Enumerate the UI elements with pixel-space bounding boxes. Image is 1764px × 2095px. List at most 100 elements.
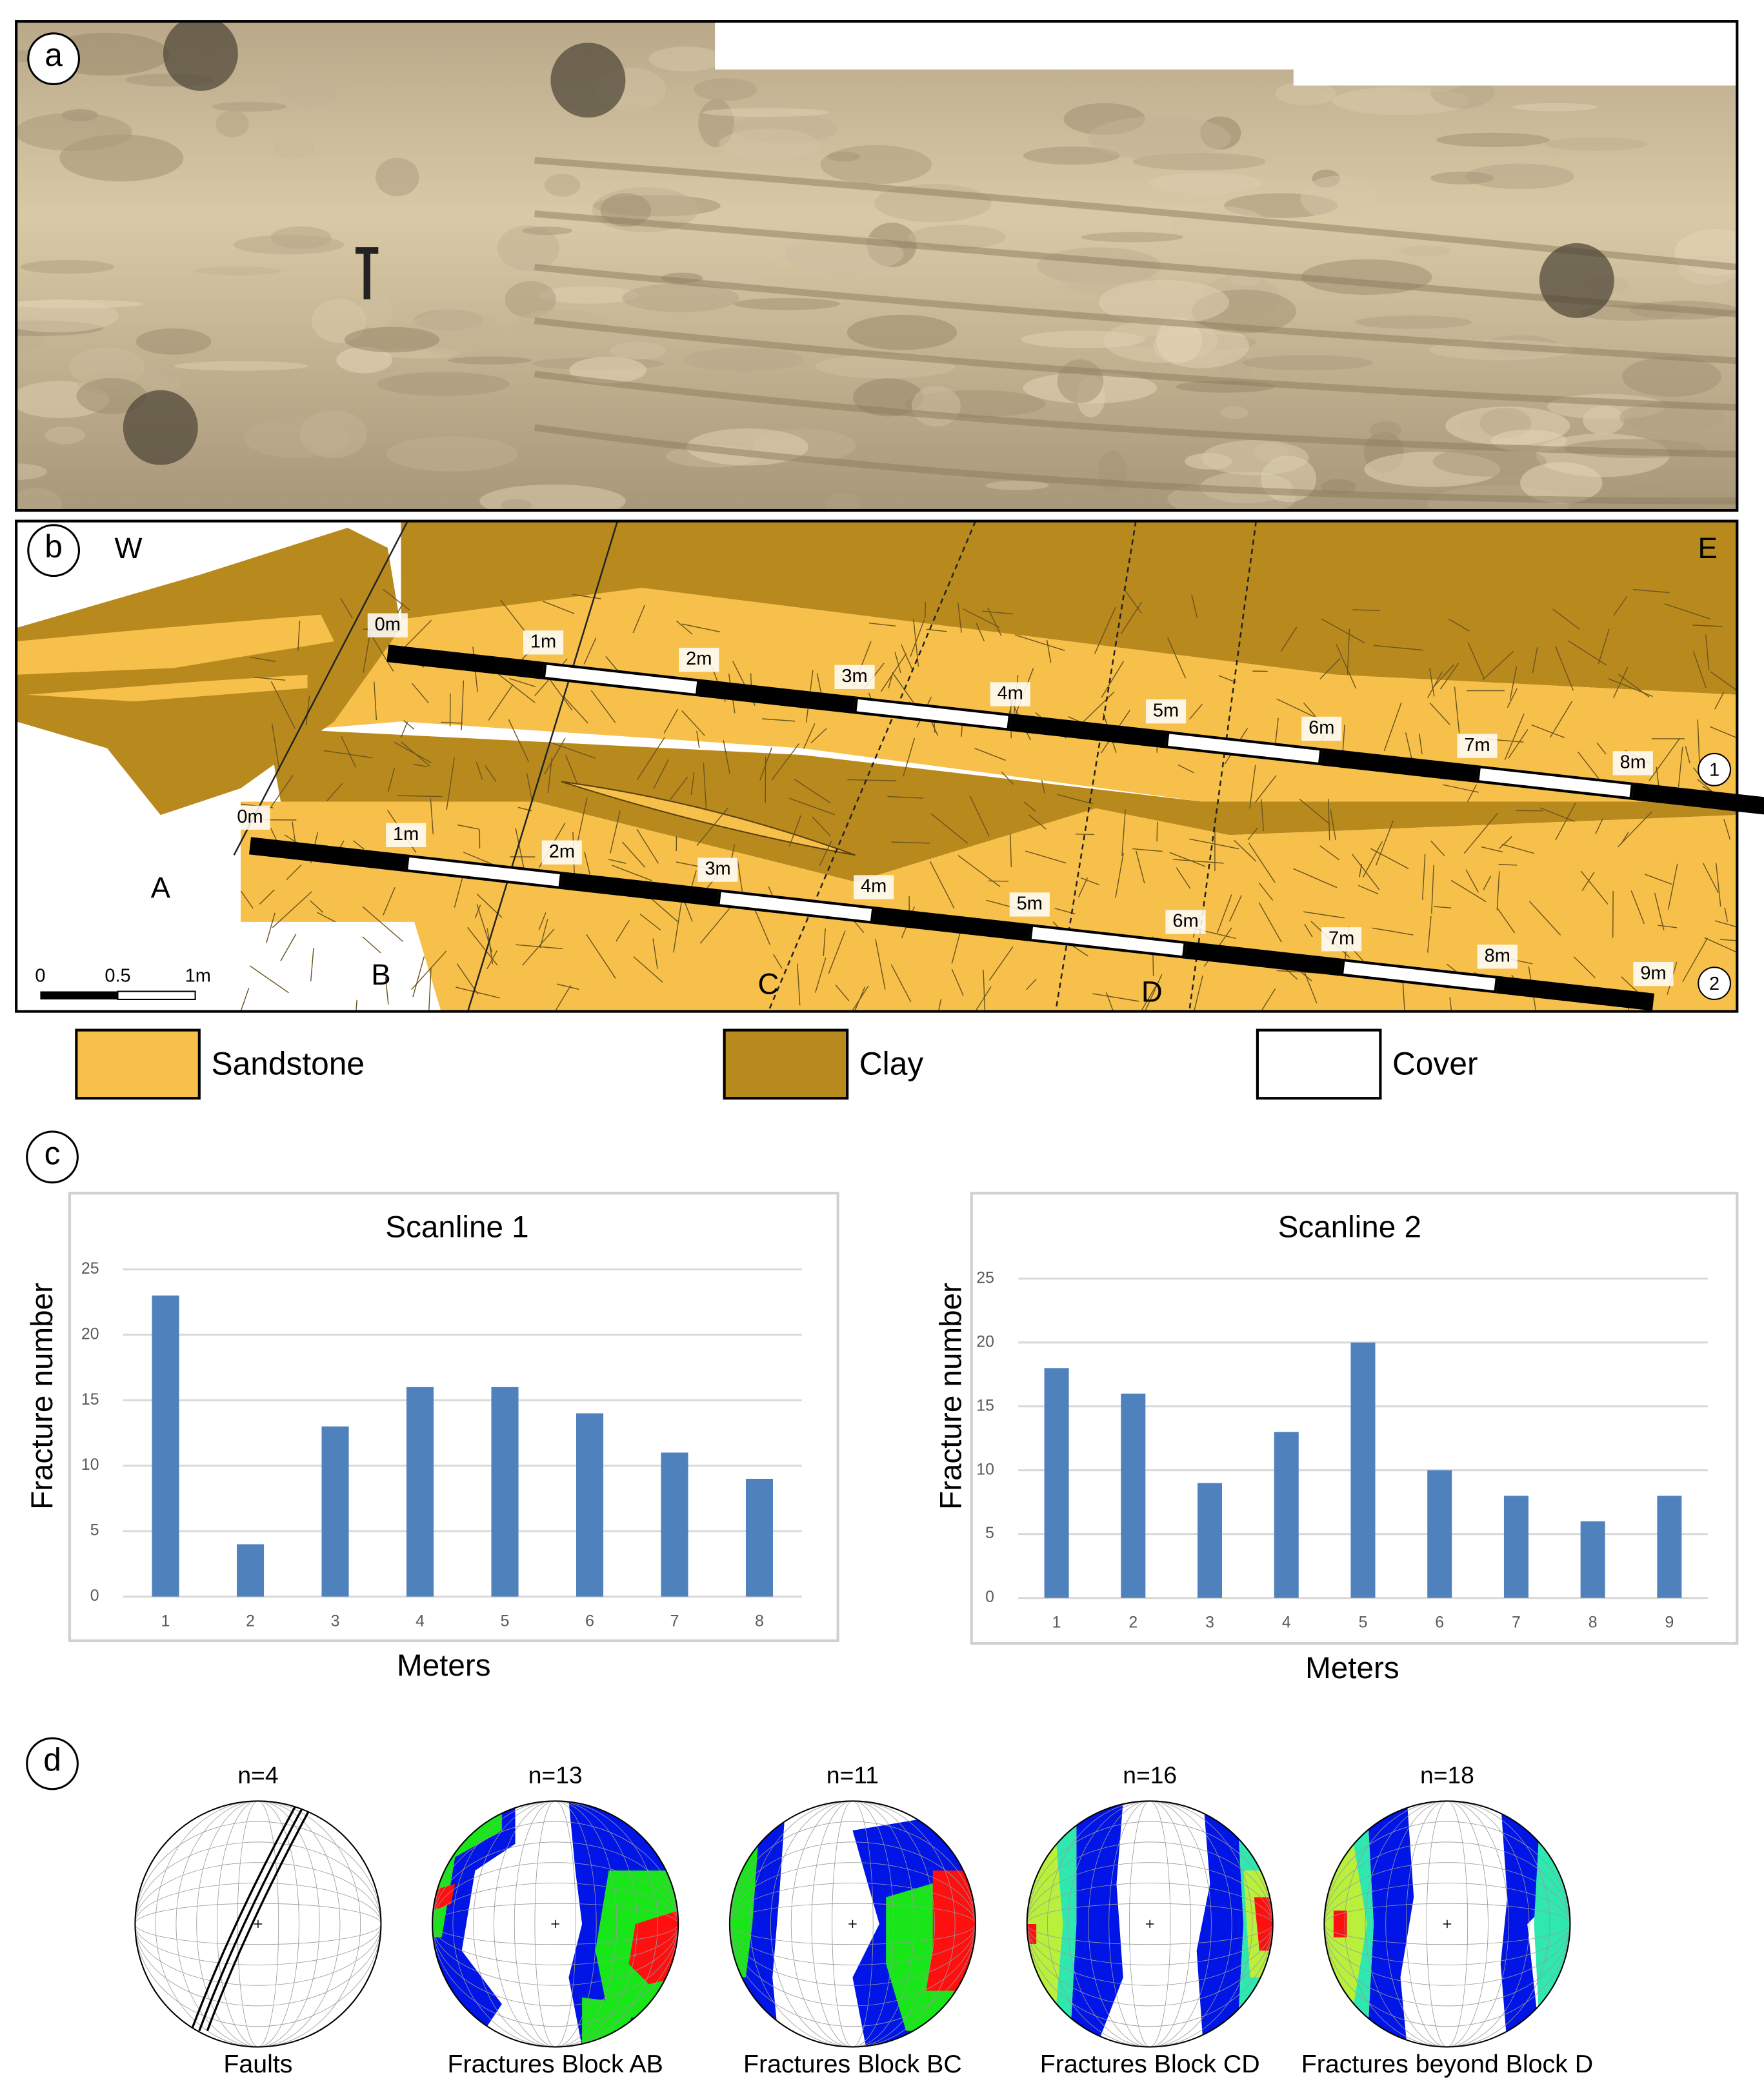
- fracture: [400, 741, 430, 767]
- fracture: [1682, 937, 1709, 982]
- net-grid: [811, 1801, 894, 2047]
- net-grid: [237, 1801, 279, 2047]
- fracture: [810, 728, 827, 744]
- fracture: [951, 930, 961, 964]
- scanline-mark: 6m: [1172, 911, 1198, 932]
- fracture: [1617, 811, 1652, 848]
- fracture: [639, 914, 661, 931]
- x-tick-label: 1: [161, 1613, 170, 1630]
- fracture: [1531, 724, 1565, 739]
- bar: [152, 1295, 179, 1597]
- west-label: W: [115, 532, 143, 565]
- rock-patch: [377, 372, 510, 396]
- net-grid: [729, 1821, 976, 2027]
- rock-patch: [622, 283, 739, 313]
- bar: [1503, 1496, 1528, 1598]
- density-contour: [432, 1883, 679, 1985]
- fracture: [648, 896, 679, 923]
- fracture: [1276, 698, 1318, 719]
- fracture: [1077, 877, 1088, 897]
- fracture: [676, 620, 693, 635]
- rock-patch: [16, 299, 144, 308]
- rock-patch: [497, 225, 560, 271]
- fracture: [910, 619, 925, 657]
- fracture: [930, 861, 955, 909]
- fracture: [691, 870, 697, 887]
- fracture: [1450, 879, 1487, 903]
- rock-patch: [1057, 359, 1104, 403]
- fracture: [673, 903, 682, 953]
- fracture: [681, 623, 721, 633]
- net-grid: [473, 1801, 638, 2047]
- rock-patch: [299, 410, 367, 458]
- fracture: [1443, 784, 1479, 793]
- fracture: [894, 652, 901, 674]
- fracture: [270, 775, 294, 808]
- fracture: [819, 841, 832, 867]
- fracture: [1496, 871, 1500, 910]
- scanline-segment: [876, 909, 1028, 939]
- fracture: [1528, 901, 1561, 936]
- fracture: [1504, 713, 1525, 760]
- sample-count: n=16: [1123, 1761, 1177, 1789]
- rock-patch: [16, 488, 62, 511]
- fracture: [486, 950, 497, 970]
- fracture: [428, 968, 432, 1010]
- fracture: [888, 672, 894, 688]
- y-tick-label: 10: [976, 1461, 994, 1478]
- scanline-segment: [408, 857, 560, 887]
- fracture: [1482, 650, 1514, 681]
- bar: [1198, 1483, 1223, 1598]
- clay-top: [401, 521, 1738, 695]
- net-grid: [1027, 1903, 1273, 1945]
- net-grid: [135, 1841, 381, 2007]
- fracture: [363, 632, 371, 673]
- fracture: [1189, 703, 1203, 720]
- fracture: [403, 720, 415, 730]
- fracture: [356, 999, 357, 1012]
- fracture: [556, 983, 579, 990]
- fracture: [1302, 967, 1318, 1003]
- fracture: [1507, 688, 1518, 708]
- panel-label: d: [43, 1741, 61, 1778]
- fracture: [847, 779, 896, 781]
- x-axis-label: Meters: [397, 1649, 491, 1683]
- fracture: [565, 754, 577, 783]
- x-tick-label: 9: [1665, 1614, 1674, 1632]
- fracture: [362, 936, 381, 954]
- fracture: [1094, 606, 1116, 654]
- net-grid: [729, 1883, 976, 1965]
- fracture: [374, 681, 377, 721]
- fracture: [1508, 729, 1528, 759]
- east-label: E: [1698, 532, 1718, 565]
- rock-patch: [1275, 81, 1337, 106]
- bedding: [534, 424, 1738, 505]
- fracture: [1429, 702, 1450, 725]
- fracture: [1509, 666, 1518, 700]
- rock-patch: [1619, 401, 1726, 433]
- fracture: [1608, 678, 1653, 697]
- bedding: [534, 370, 1738, 458]
- scanline-segment: [563, 874, 716, 904]
- scanline-segment: [1479, 768, 1631, 797]
- rock-patch: [211, 101, 287, 112]
- rock-patch: [194, 266, 282, 276]
- fracture: [1176, 867, 1191, 889]
- rock-patch: [20, 260, 115, 274]
- fracture: [401, 619, 432, 650]
- scanline-id: 1: [1709, 760, 1719, 781]
- rock-patch: [448, 356, 532, 365]
- panel-label: b: [45, 528, 63, 565]
- fracture: [539, 919, 548, 948]
- fracture: [583, 637, 597, 665]
- fracture: [387, 768, 396, 792]
- fracture: [1581, 872, 1595, 891]
- fracture: [1580, 870, 1609, 905]
- fracture: [1216, 894, 1232, 934]
- bar: [1580, 1521, 1605, 1598]
- fracture: [493, 670, 536, 703]
- fracture: [1715, 863, 1721, 907]
- fracture: [1167, 637, 1187, 679]
